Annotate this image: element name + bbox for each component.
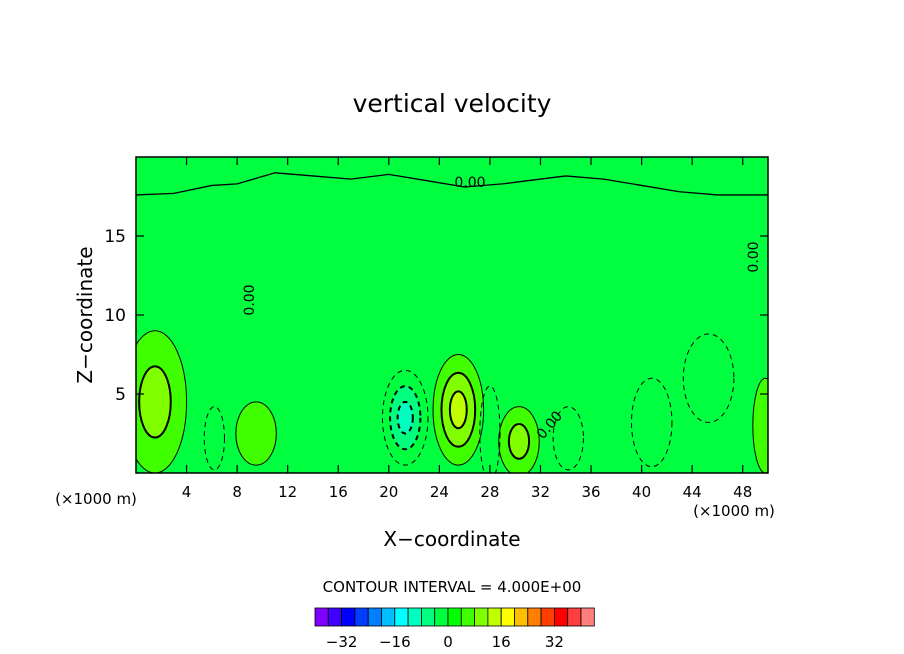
x-tick-label: 12 [278,483,297,501]
x-unit-right: (×1000 m) [693,502,775,520]
colorbar-tick-label: 16 [492,633,511,651]
contour-line [630,377,673,468]
colorbar-swatch [567,607,582,627]
contour-line [752,377,768,473]
x-tick-label: 40 [632,483,651,501]
colorbar-swatch [460,607,475,627]
colorbar-swatch [407,607,422,627]
colorbar-swatch [434,607,449,627]
x-axis-ticks [185,157,744,473]
colorbar-swatch [367,607,382,627]
contour-fill [397,401,413,434]
colorbar-tick-label: 0 [443,633,453,651]
contour-fill [553,406,584,470]
colorbar-tick-label: −16 [379,633,411,651]
colorbar [314,607,595,627]
y-tick-label: 10 [104,306,126,326]
contour-line [440,371,477,448]
contour-label: 0.00 [746,241,762,272]
x-axis-label: X−coordinate [383,527,520,551]
colorbar-swatch [540,607,555,627]
contour-fill [139,366,171,438]
x-tick-label: 8 [232,483,242,501]
contour-fills [136,330,768,473]
contour-line [432,354,485,466]
colorbar-tick-labels: −32 −16 0 16 32 [326,633,564,651]
colorbar-swatch [500,607,515,627]
contour-lines [136,172,768,473]
colorbar-swatch [514,607,529,627]
x-tick-label: 20 [379,483,398,501]
x-axis-tick-labels: 4 8 12 16 20 24 28 32 36 40 44 48 [182,483,752,501]
chart-title: vertical velocity [353,89,552,118]
y-axis-tick-labels: 5 10 15 [104,227,126,405]
contour-fill [449,391,467,429]
contour-fill [683,333,734,423]
contour-label: 0.00 [454,175,485,191]
colorbar-swatch [420,607,436,627]
x-tick-label: 4 [182,483,192,501]
contour-line [498,406,540,473]
colorbar-swatch [447,607,462,627]
contour-line [507,423,531,460]
colorbar-swatch [580,607,595,627]
contour-line [389,385,422,451]
contour-interval-text: CONTOUR INTERVAL = 4.000E+00 [323,578,582,596]
x-tick-label: 32 [531,483,550,501]
contour-line [235,401,277,466]
x-unit-left: (×1000 m) [55,490,137,508]
colorbar-tick-label: −32 [326,633,358,651]
x-tick-label: 16 [329,483,348,501]
colorbar-swatch [354,607,369,627]
y-axis-ticks [136,235,768,395]
colorbar-swatch [527,607,542,627]
contour-line [552,406,584,471]
colorbar-swatch [474,607,489,627]
contour-line [682,333,735,423]
x-tick-label: 44 [683,483,702,501]
contour-line [448,390,468,430]
contour-fill [631,378,672,467]
contour-line [203,406,225,471]
x-tick-label: 36 [581,483,600,501]
colorbar-swatch [327,607,342,627]
contour-fill [235,401,277,466]
contour-fill [479,386,501,473]
x-tick-label: 24 [430,483,449,501]
colorbar-swatch [394,607,409,627]
colorbar-swatch [487,607,502,627]
contour-line [396,400,414,435]
contour-line [479,385,501,473]
contour-line [381,369,429,466]
colorbar-tick-label: 32 [545,633,564,651]
contour-fill [508,424,530,459]
colorbar-swatch [554,607,569,627]
y-tick-label: 5 [115,385,126,405]
y-axis-label: Z−coordinate [73,246,97,383]
colorbar-swatch [381,607,396,627]
colorbar-swatch [341,607,356,627]
contour-label: 0.00 [242,284,258,315]
colorbar-swatch [314,607,329,627]
contour-fill [204,406,225,470]
x-tick-label: 48 [733,483,752,501]
x-tick-label: 28 [480,483,499,501]
y-tick-label: 15 [104,227,126,247]
plot-area: 0.00 0.00 0.00 0.00 4 8 12 16 20 24 28 32 36 40 44… [104,156,769,501]
contour-line [138,365,172,439]
contour-fill [752,378,768,473]
contour-line [136,172,768,196]
